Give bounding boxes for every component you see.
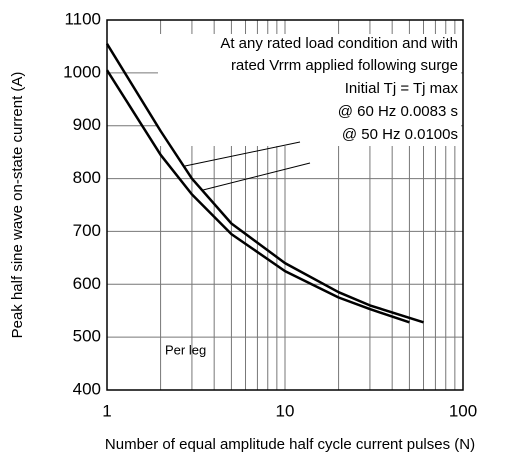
y-tick-label: 900 [73,115,101,134]
leader-line [202,162,311,191]
annotation: At any rated load condition and with [220,35,458,52]
annotation: @ 50 Hz 0.0100s [342,126,458,143]
y-tick-label: 800 [73,168,101,187]
y-tick-label: 500 [73,327,101,346]
annotation: rated Vrrm applied following surge [231,57,458,74]
x-tick-label: 10 [276,401,295,420]
series-line [105,69,410,324]
series-line [105,43,424,324]
annotation-box [158,34,461,146]
y-tick-label: 1000 [63,62,101,81]
plot-frame [106,19,464,391]
y-axis-label: Peak half sine wave on-state current (A) [9,72,26,339]
y-tick-label: 600 [73,274,101,293]
annotation: Per leg [165,342,206,357]
x-tick-label: 100 [449,401,477,420]
y-tick-label: 1100 [64,9,101,28]
y-tick-label: 700 [73,221,101,240]
annotation: Initial Tj = Tj max [345,80,459,97]
annotation: @ 60 Hz 0.0083 s [338,103,458,120]
y-tick-label: 400 [73,379,101,398]
x-axis-label: Number of equal amplitude half cycle cur… [105,436,475,453]
x-tick-label: 1 [102,401,111,420]
leader-line [184,141,301,167]
